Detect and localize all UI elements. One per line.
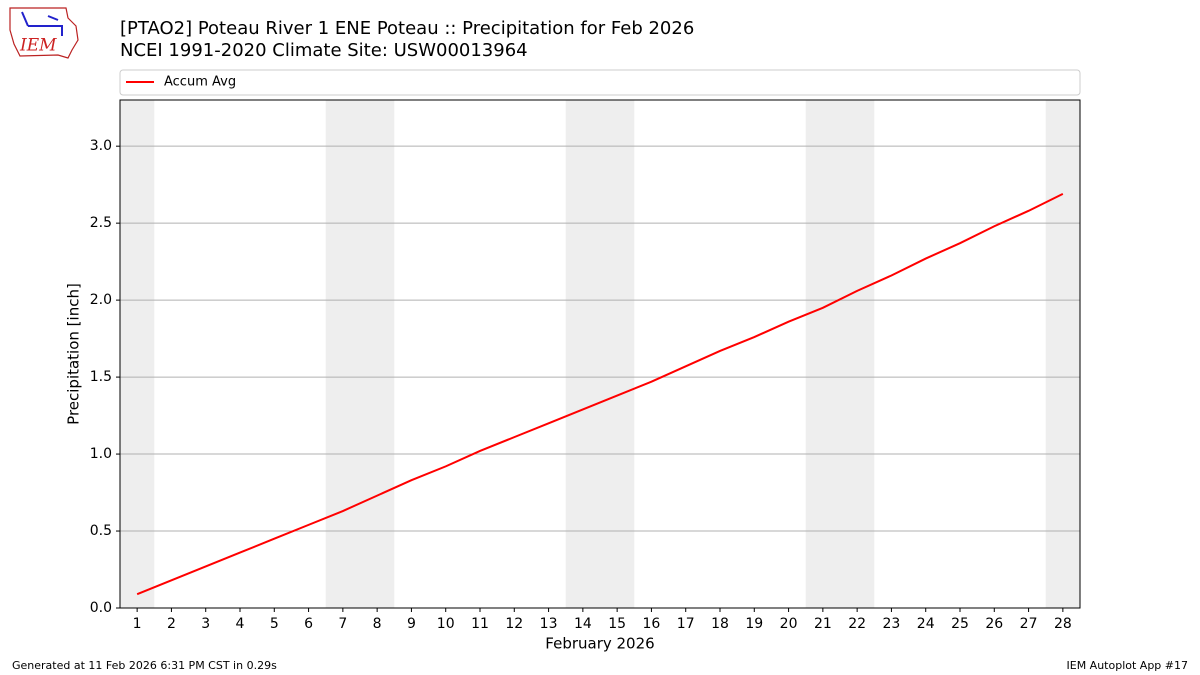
weekend-shade [1045, 100, 1080, 608]
y-axis-label: Precipitation [inch] [65, 283, 83, 425]
x-tick-label: 4 [236, 616, 245, 632]
x-tick-label: 25 [951, 616, 969, 632]
logo: IEM [9, 7, 79, 59]
x-tick-label: 19 [745, 616, 763, 632]
y-tick-label: 1.5 [90, 369, 112, 385]
x-tick-label: 1 [133, 616, 142, 632]
y-tick-label: 1.0 [90, 446, 112, 462]
x-tick-label: 21 [814, 616, 832, 632]
x-tick-label: 13 [540, 616, 558, 632]
y-tick-label: 2.5 [90, 215, 112, 231]
x-tick-label: 20 [780, 616, 798, 632]
x-tick-label: 22 [848, 616, 866, 632]
x-tick-label: 12 [505, 616, 523, 632]
x-tick-label: 10 [437, 616, 455, 632]
footer-right: IEM Autoplot App #17 [1067, 659, 1189, 672]
y-tick-label: 3.0 [90, 138, 112, 154]
x-tick-label: 7 [338, 616, 347, 632]
logo-symbol [21, 11, 63, 36]
x-tick-label: 9 [407, 616, 416, 632]
x-tick-label: 3 [201, 616, 210, 632]
x-tick-label: 16 [643, 616, 661, 632]
chart-title: [PTAO2] Poteau River 1 ENE Poteau :: Pre… [120, 18, 694, 39]
logo-outline [9, 7, 79, 59]
plot-frame [119, 99, 1081, 609]
chart-subtitle: NCEI 1991-2020 Climate Site: USW00013964 [120, 40, 528, 61]
x-tick-label: 8 [373, 616, 382, 632]
weekend-shade [325, 100, 395, 608]
x-tick-label: 18 [711, 616, 729, 632]
legend-box [119, 69, 1081, 96]
x-tick-label: 28 [1054, 616, 1072, 632]
x-tick-label: 14 [574, 616, 592, 632]
x-tick-label: 5 [270, 616, 279, 632]
y-tick-label: 2.0 [90, 292, 112, 308]
weekend-shade [120, 100, 155, 608]
x-tick-label: 17 [677, 616, 695, 632]
x-tick-label: 2 [167, 616, 176, 632]
logo-text: IEM [19, 36, 57, 56]
footer-left: Generated at 11 Feb 2026 6:31 PM CST in … [12, 659, 277, 672]
x-tick-label: 23 [883, 616, 901, 632]
y-tick-label: 0.0 [90, 600, 112, 616]
x-tick-label: 27 [1020, 616, 1038, 632]
x-tick-label: 6 [304, 616, 313, 632]
x-tick-label: 11 [471, 616, 489, 632]
x-axis-label: February 2026 [545, 635, 654, 653]
x-tick-label: 15 [608, 616, 626, 632]
weekend-shade [805, 100, 875, 608]
legend-label: Accum Avg [164, 75, 236, 90]
weekend-shade [565, 100, 635, 608]
data-line [136, 193, 1064, 596]
x-tick-label: 24 [917, 616, 935, 632]
x-tick-label: 26 [985, 616, 1003, 632]
y-tick-label: 0.5 [90, 523, 112, 539]
